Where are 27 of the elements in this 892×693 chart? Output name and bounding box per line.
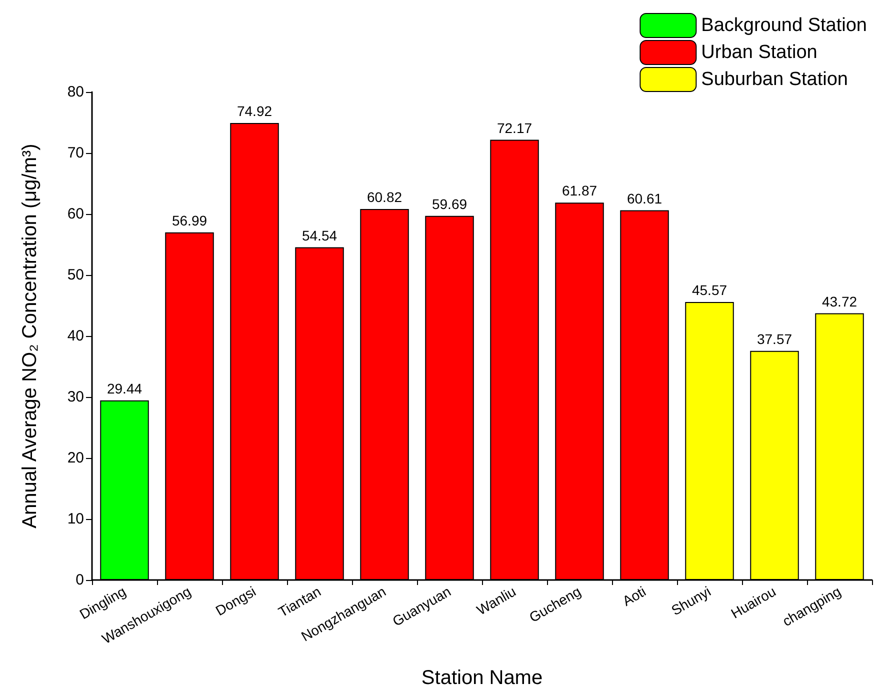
y-tick-label: 0 [76,572,84,588]
x-axis-title: Station Name [421,667,543,689]
legend-label: Urban Station [701,42,818,63]
data-label: 54.54 [302,227,338,244]
y-tick-label: 40 [67,328,84,344]
legend-label: Background Station [701,15,868,36]
legend-label: Suburban Station [701,69,848,90]
data-label: 56.99 [172,212,208,228]
data-label: 60.61 [626,190,662,206]
y-axis-title: Annual Average NO₂ Concentration (μg/m³) [19,144,41,528]
y-tick-label: 30 [67,388,84,406]
y-tick-label: 70 [67,144,84,162]
data-label: 61.87 [562,182,598,199]
data-label: 72.17 [496,120,532,136]
data-label: 43.72 [822,293,858,310]
data-label: 37.57 [756,330,792,347]
data-label: 74.92 [236,102,272,119]
y-tick-label: 60 [67,206,84,222]
data-label: 59.69 [432,196,468,212]
y-tick-label: 20 [67,450,84,466]
data-label: 29.44 [106,380,142,396]
data-label: 45.57 [692,282,728,298]
y-tick-label: 10 [67,510,84,528]
data-label: 60.82 [366,189,402,205]
y-tick-label: 50 [67,266,84,284]
x-tick-label: Aoti [620,583,648,609]
y-tick-label: 80 [67,84,84,100]
